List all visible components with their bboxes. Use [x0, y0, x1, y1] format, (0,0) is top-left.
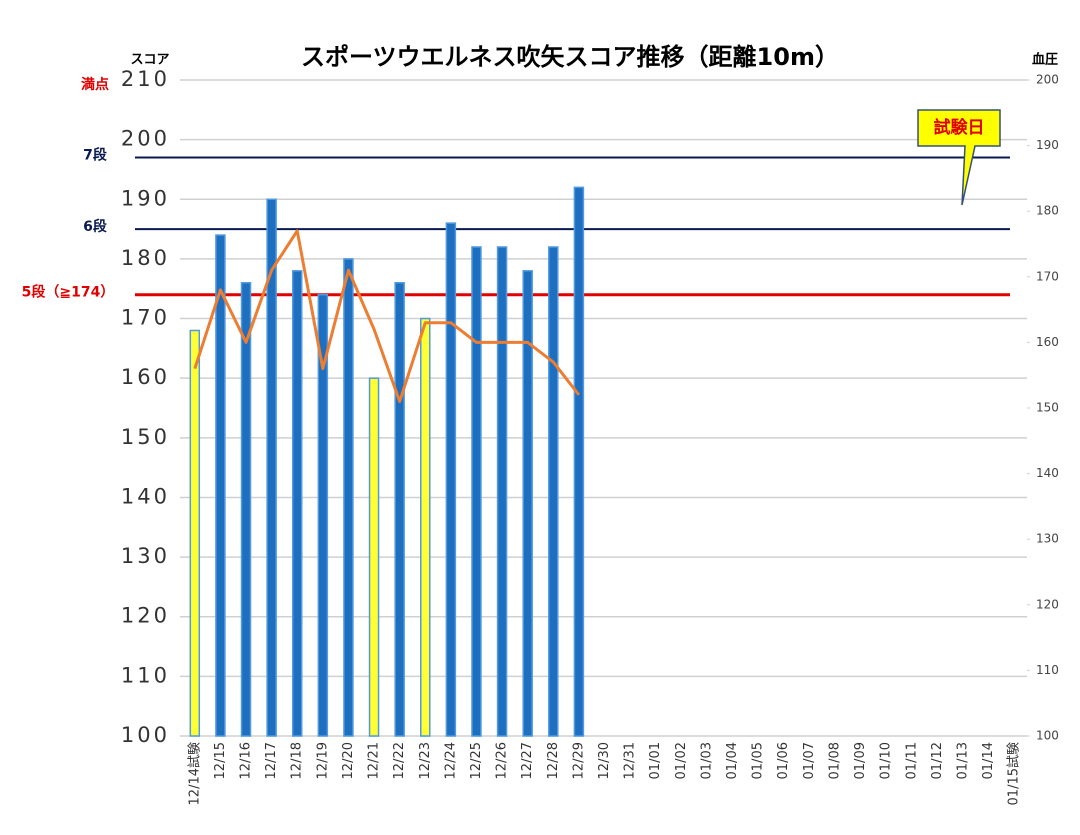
x-tick-label: 01/07 [802, 742, 817, 779]
x-tick-label: 01/06 [776, 742, 791, 779]
reference-label: 6段 [83, 218, 107, 235]
x-tick-label: 01/12 [930, 742, 945, 779]
x-tick-label: 12/26 [495, 742, 510, 779]
bar [573, 186, 585, 737]
bar [266, 198, 277, 737]
x-tick-label: 12/16 [239, 742, 254, 779]
y-axis-title: スコア [130, 53, 169, 68]
y2-axis-title: 血圧 [1032, 52, 1058, 68]
y-tick-label: 120 [121, 604, 170, 628]
y-tick-label: 150 [121, 425, 170, 449]
bar [445, 222, 457, 737]
reference-label: 満点 [81, 76, 109, 93]
x-tick-label: 12/15 [213, 742, 228, 779]
x-tick-label: 12/25 [469, 742, 484, 779]
y-tick-label: 140 [121, 484, 170, 508]
bar [291, 270, 303, 737]
x-tick-label: 12/29 [571, 742, 586, 779]
bar [240, 282, 252, 737]
bar [368, 377, 380, 737]
y2-tick-label: 140 [1036, 466, 1059, 480]
x-tick-label: 12/23 [418, 742, 433, 779]
y-tick-label: 200 [121, 127, 170, 151]
x-tick-label: 12/31 [623, 742, 638, 779]
line [193, 229, 581, 403]
y2-tick-label: 180 [1036, 204, 1059, 218]
y-tick-label: 130 [121, 544, 170, 568]
reference-label: 7段 [83, 147, 107, 164]
x-tick-label: 01/02 [674, 742, 689, 779]
bar [471, 246, 482, 737]
y2-tick-label: 110 [1036, 663, 1059, 677]
bar [496, 246, 508, 737]
x-tick-label: 12/30 [597, 742, 612, 779]
y-tick-label: 210 [121, 67, 170, 91]
callout: 試験日 [917, 109, 1001, 206]
bar [522, 270, 533, 737]
y2-tick-label: 190 [1036, 138, 1059, 152]
x-tick-label: 12/21 [367, 742, 382, 779]
x-tick-label: 01/10 [879, 742, 894, 779]
bar [189, 329, 201, 737]
x-tick-label: 12/22 [392, 742, 407, 779]
bar [317, 293, 329, 737]
callout-shape [917, 109, 1001, 206]
x-tick-label: 01/04 [725, 742, 740, 779]
x-tick-label: 01/03 [699, 742, 714, 779]
bar [215, 234, 226, 737]
x-tick-label: 01/09 [853, 742, 868, 779]
x-tick-label: 01/01 [648, 742, 663, 779]
y-tick-label: 190 [121, 186, 170, 210]
chart-title: スポーツウエルネス吹矢スコア推移（距離10m） [301, 43, 839, 71]
x-tick-label: 01/08 [827, 742, 842, 779]
reference-label: 5段（≧174） [22, 284, 115, 301]
x-tick-label: 12/18 [290, 742, 305, 779]
y2-tick-label: 130 [1036, 532, 1059, 546]
bar [343, 258, 354, 737]
y2-tick-label: 170 [1036, 269, 1059, 283]
callout-text: 試験日 [934, 117, 985, 138]
y-tick-label: 170 [121, 306, 170, 330]
x-tick-label: 01/15試験 [1006, 742, 1022, 805]
x-tick-label: 12/17 [264, 742, 279, 779]
y2-tick-label: 120 [1036, 597, 1059, 611]
y-tick-label: 160 [121, 365, 170, 389]
y2-tick-label: 200 [1036, 73, 1059, 87]
x-tick-label: 01/14 [981, 742, 996, 779]
y2-tick-label: 150 [1036, 401, 1059, 415]
x-tick-label: 01/05 [751, 742, 766, 779]
x-tick-label: 12/20 [341, 742, 356, 779]
x-tick-label: 01/11 [904, 742, 919, 779]
y2-tick-label: 160 [1036, 335, 1059, 349]
bar [548, 246, 559, 737]
x-tick-label: 12/28 [546, 742, 561, 779]
y-tick-label: 110 [121, 663, 170, 687]
x-tick-label: 12/24 [443, 742, 458, 779]
x-tick-label: 12/19 [315, 742, 330, 779]
y-tick-label: 100 [121, 723, 170, 747]
bar [394, 282, 405, 737]
y-tick-label: 180 [121, 246, 170, 270]
x-tick-label: 01/13 [955, 742, 970, 779]
x-tick-label: 12/14試験 [186, 742, 202, 805]
y2-tick-label: 100 [1036, 729, 1059, 743]
bar [420, 317, 431, 737]
x-tick-label: 12/27 [520, 742, 535, 779]
